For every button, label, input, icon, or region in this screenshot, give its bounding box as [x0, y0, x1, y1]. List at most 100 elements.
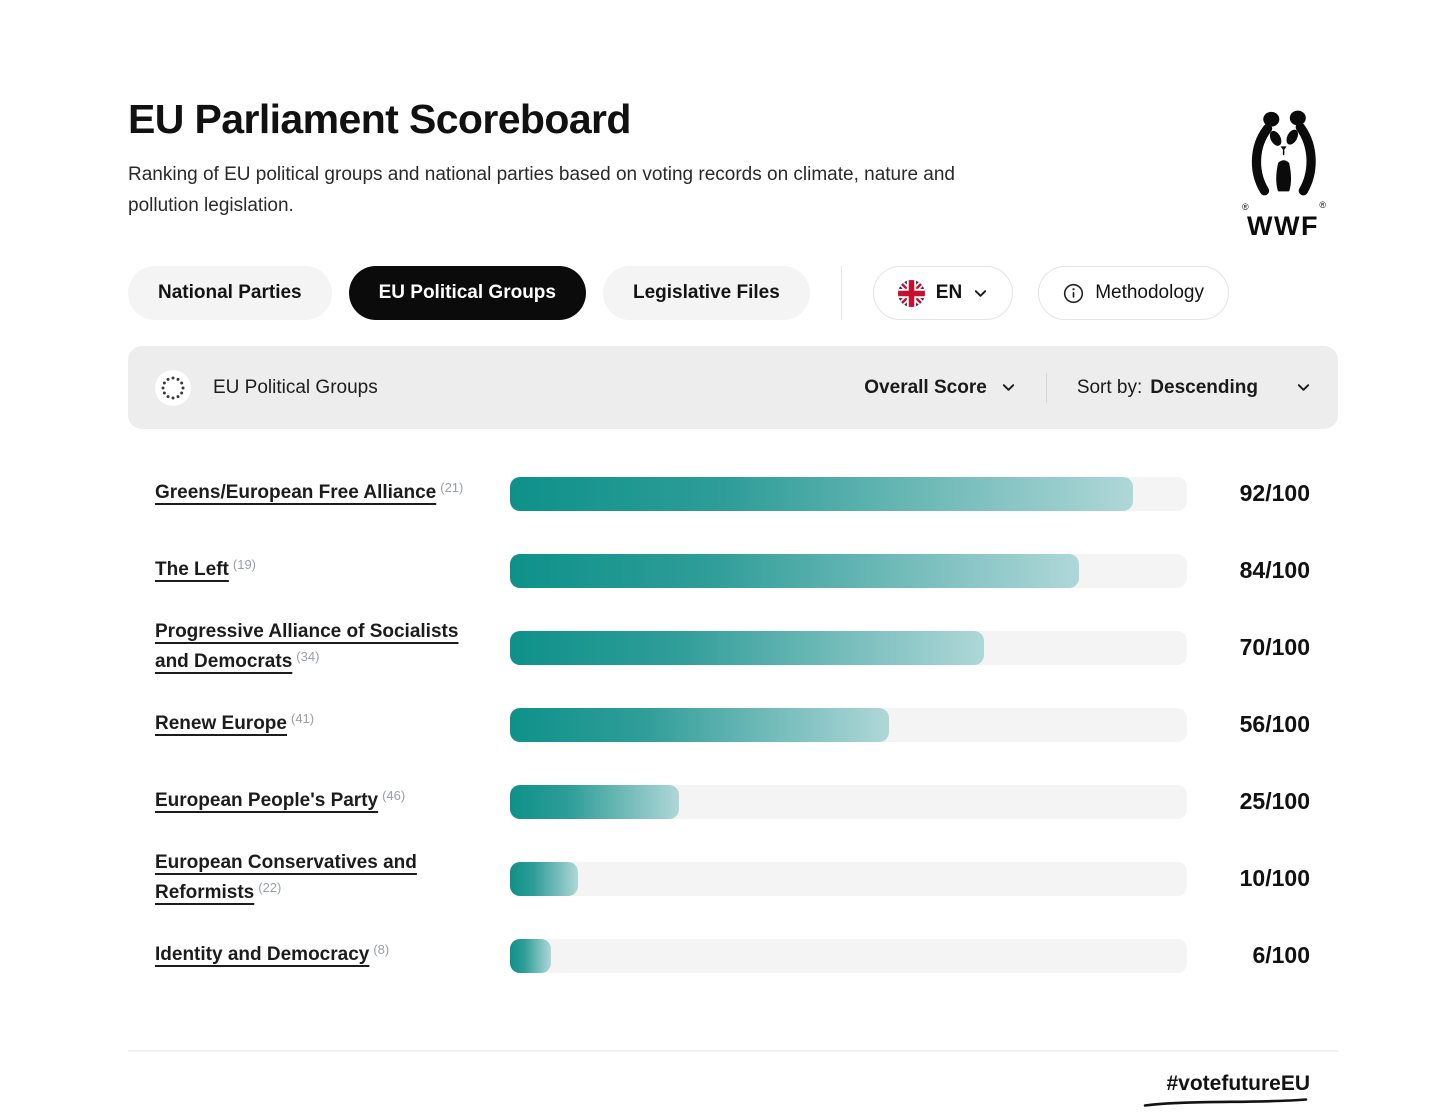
language-selector[interactable]: EN — [872, 266, 1014, 320]
party-link[interactable]: Renew Europe (41) — [155, 711, 314, 734]
scoreboard-row: Renew Europe (41) 56/100 — [128, 686, 1338, 763]
filter-controls: Overall Score Sort by: Descending — [864, 372, 1311, 403]
scoreboard-row: Progressive Alliance of Socialists and D… — [128, 609, 1338, 686]
tab-group: National Parties EU Political Groups Leg… — [128, 266, 810, 320]
registered-mark-icon: ® — [1319, 200, 1326, 210]
party-seat-count: (46) — [382, 788, 406, 803]
party-label-cell: Greens/European Free Alliance (21) — [128, 478, 510, 509]
party-name: The Left — [155, 559, 229, 580]
eu-flag-icon — [155, 369, 191, 406]
sort-value: Descending — [1150, 376, 1258, 398]
score-bar-fill — [510, 630, 984, 665]
panda-icon — [1251, 110, 1316, 196]
hashtag: #votefutureEU — [1166, 1072, 1310, 1095]
party-name: Progressive Alliance of Socialists and D… — [155, 621, 459, 672]
score-bar-fill — [510, 707, 890, 742]
party-seat-count: (19) — [232, 557, 257, 572]
party-seat-count: (22) — [258, 880, 282, 895]
score-bar-cell — [510, 861, 1187, 896]
scoreboard-row: Identity and Democracy (8) 6/100 — [128, 917, 1338, 994]
scoreboard-row: European People's Party (46) 25/100 — [128, 763, 1338, 840]
party-seat-count: (34) — [296, 649, 320, 664]
sort-dropdown[interactable]: Sort by: Descending — [1077, 377, 1311, 399]
registered-mark-icon: ® — [1242, 202, 1249, 212]
score-type-value: Overall Score — [864, 376, 987, 398]
filter-divider — [1045, 372, 1047, 403]
score-value: 92/100 — [1239, 480, 1310, 506]
score-bar-track — [510, 553, 1187, 588]
tabs-row: National Parties EU Political Groups Leg… — [128, 266, 1338, 320]
score-bar-track — [510, 861, 1187, 896]
methodology-button[interactable]: Methodology — [1038, 266, 1229, 320]
score-bar-fill — [510, 553, 1079, 588]
hashtag-block: #votefutureEU — [128, 1072, 1338, 1108]
footer: #votefutureEU — [128, 1050, 1338, 1108]
scoreboard-row: The Left (19) 84/100 — [128, 532, 1338, 609]
filter-title: EU Political Groups — [213, 376, 378, 398]
page-subtitle: Ranking of EU political groups and natio… — [128, 164, 956, 216]
party-label-cell: Renew Europe (41) — [128, 709, 510, 740]
score-bar-fill — [510, 784, 680, 819]
score-bar-track — [510, 938, 1187, 973]
chevron-down-icon — [1296, 380, 1311, 395]
party-name: Renew Europe — [155, 713, 287, 734]
party-label-cell: Identity and Democracy (8) — [128, 940, 510, 971]
wwf-wordmark: WWF — [1247, 211, 1319, 241]
score-type-dropdown[interactable]: Overall Score — [864, 377, 1016, 399]
party-label-cell: European People's Party (46) — [128, 786, 510, 817]
score-bar-track — [510, 784, 1187, 819]
hashtag-underline-icon — [1143, 1098, 1308, 1107]
chevron-down-icon — [973, 286, 988, 301]
party-link[interactable]: Greens/European Free Alliance (21) — [155, 480, 463, 503]
score-bar-track — [510, 707, 1187, 742]
score-bar-cell — [510, 784, 1187, 819]
chevron-down-icon — [1001, 380, 1016, 395]
score-bar-fill — [510, 476, 1133, 511]
scoreboard-row: Greens/European Free Alliance (21) 92/100 — [128, 455, 1338, 532]
score-value: 56/100 — [1239, 711, 1310, 737]
party-name: European Conservatives and Reformists — [155, 852, 417, 903]
tab-national-parties[interactable]: National Parties — [128, 266, 332, 320]
party-seat-count: (8) — [373, 942, 390, 957]
party-seat-count: (21) — [440, 480, 464, 495]
score-bar-track — [510, 630, 1187, 665]
score-bar-cell — [510, 553, 1187, 588]
party-link[interactable]: Identity and Democracy (8) — [155, 942, 389, 965]
header-text: EU Parliament Scoreboard Ranking of EU p… — [128, 96, 983, 221]
score-bar-cell — [510, 707, 1187, 742]
score-bar-cell — [510, 938, 1187, 973]
party-link[interactable]: The Left (19) — [155, 557, 256, 580]
party-link[interactable]: European Conservatives and Reformists (22… — [155, 852, 417, 903]
score-bar-fill — [510, 861, 578, 896]
party-name: Greens/European Free Alliance — [155, 482, 437, 503]
party-label-cell: The Left (19) — [128, 555, 510, 586]
party-name: Identity and Democracy — [155, 944, 370, 965]
score-value: 10/100 — [1239, 865, 1310, 891]
scoreboard-row: European Conservatives and Reformists (22… — [128, 840, 1338, 917]
party-name: European People's Party — [155, 790, 379, 811]
methodology-label: Methodology — [1095, 282, 1204, 303]
party-link[interactable]: Progressive Alliance of Socialists and D… — [155, 621, 458, 672]
party-link[interactable]: European People's Party (46) — [155, 788, 405, 811]
score-value: 70/100 — [1239, 634, 1310, 660]
score-bar-cell — [510, 476, 1187, 511]
filter-bar: EU Political Groups Overall Score Sort b… — [128, 346, 1338, 429]
tab-legislative-files[interactable]: Legislative Files — [602, 266, 810, 320]
score-value: 84/100 — [1239, 557, 1310, 583]
header-controls: EN Methodology — [872, 266, 1229, 320]
footer-divider — [128, 1050, 1338, 1052]
party-label-cell: European Conservatives and Reformists (22… — [128, 848, 510, 909]
uk-flag-icon — [897, 279, 925, 307]
tabs-divider — [840, 266, 842, 320]
party-label-cell: Progressive Alliance of Socialists and D… — [128, 617, 510, 678]
sort-label: Sort by: — [1076, 376, 1143, 398]
score-value: 6/100 — [1252, 942, 1310, 968]
tab-eu-political-groups[interactable]: EU Political Groups — [348, 266, 586, 320]
score-bar-cell — [510, 630, 1187, 665]
header: EU Parliament Scoreboard Ranking of EU p… — [128, 96, 1338, 242]
language-label: EN — [935, 282, 963, 303]
scoreboard-list: Greens/European Free Alliance (21) 92/100… — [128, 455, 1338, 994]
score-value: 25/100 — [1239, 788, 1310, 814]
score-bar-fill — [510, 938, 551, 973]
